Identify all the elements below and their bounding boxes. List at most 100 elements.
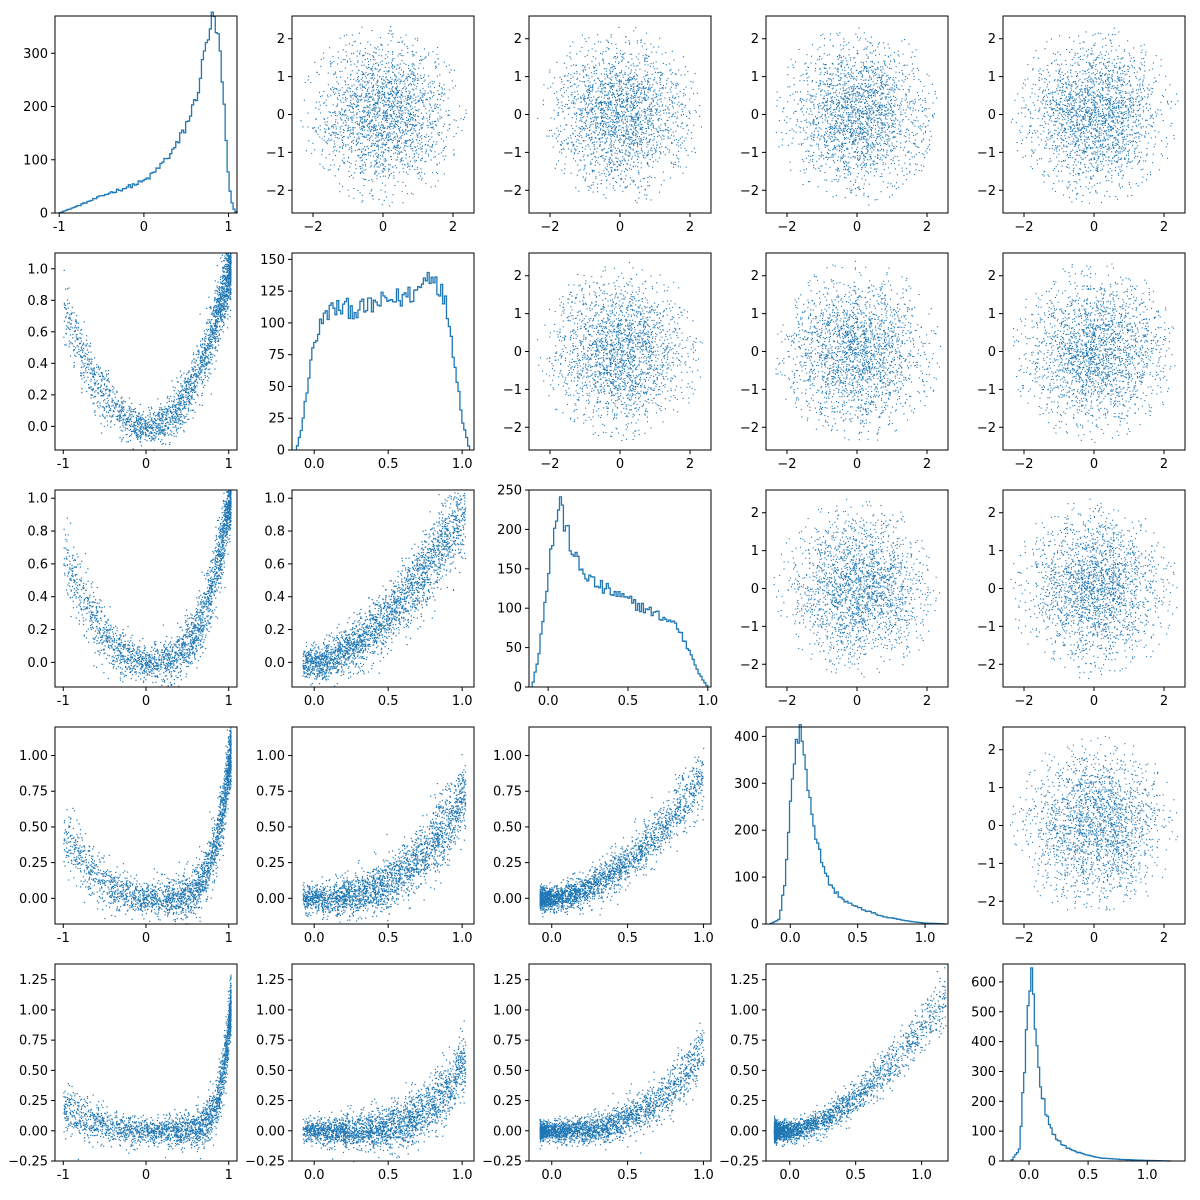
scatter-point <box>222 521 224 523</box>
scatter-point <box>164 681 166 683</box>
scatter-point <box>85 597 87 599</box>
scatter-point <box>230 507 232 509</box>
scatter-point <box>230 262 232 264</box>
scatter-point <box>141 659 144 661</box>
scatter-point <box>193 630 195 632</box>
scatter-point <box>186 398 188 400</box>
scatter-point <box>225 253 227 255</box>
scatter-point <box>153 672 155 674</box>
scatter-point <box>226 516 228 519</box>
scatter-point <box>179 658 181 660</box>
scatter-point <box>158 656 160 658</box>
scatter-point <box>137 419 139 421</box>
scatter-point <box>155 662 157 664</box>
scatter-point <box>230 503 232 505</box>
scatter-point <box>222 313 224 315</box>
scatter-point <box>103 378 105 380</box>
scatter-point <box>218 286 220 288</box>
scatter-point <box>158 418 160 420</box>
scatter-point <box>226 303 228 306</box>
scatter-point <box>198 590 201 592</box>
scatter-point <box>177 420 180 422</box>
scatter-point <box>224 286 226 288</box>
scatter-point <box>172 419 174 421</box>
scatter-point <box>169 647 171 649</box>
scatter-point <box>172 412 174 414</box>
scatter-point <box>66 312 68 314</box>
scatter-point <box>103 626 105 629</box>
scatter-point <box>220 305 222 307</box>
scatter-point <box>204 333 206 335</box>
scatter-point <box>141 433 143 435</box>
scatter-point <box>145 427 147 429</box>
scatter-point <box>202 611 204 614</box>
scatter-point <box>217 582 219 584</box>
scatter-point <box>121 668 123 670</box>
scatter-point <box>169 658 171 660</box>
scatter-point <box>215 573 217 575</box>
scatter-point <box>228 279 230 281</box>
scatter-point <box>213 576 215 578</box>
scatter-point <box>229 524 231 526</box>
scatter-point <box>181 386 183 388</box>
scatter-point <box>164 425 166 427</box>
scatter-point <box>222 279 225 282</box>
scatter-point <box>226 536 228 538</box>
scatter-point <box>195 369 197 371</box>
scatter-point <box>117 643 119 645</box>
scatter-point <box>105 638 107 640</box>
scatter-point <box>196 381 198 383</box>
scatter-point <box>100 372 102 374</box>
scatter-point <box>139 428 141 431</box>
scatter-point <box>200 612 202 614</box>
scatter-point <box>192 409 194 411</box>
scatter-point <box>390 596 392 598</box>
scatter-point <box>198 639 201 641</box>
scatter-point <box>181 638 183 640</box>
scatter-point <box>74 354 76 356</box>
scatter-point <box>201 357 203 359</box>
scatter-point <box>131 413 133 415</box>
scatter-point <box>143 680 145 682</box>
scatter-point <box>151 654 153 656</box>
scatter-point <box>90 388 92 390</box>
scatter-point <box>179 653 182 655</box>
scatter-point <box>174 405 176 407</box>
scatter-point <box>206 599 208 601</box>
scatter-point <box>141 666 143 668</box>
scatter-point <box>218 333 220 335</box>
scatter-point <box>72 600 74 602</box>
scatter-point <box>157 398 159 400</box>
scatter-point <box>167 426 169 428</box>
scatter-point <box>116 658 118 660</box>
scatter-point <box>124 645 126 647</box>
scatter-point <box>211 356 213 358</box>
scatter-point <box>95 609 97 611</box>
scatter-point <box>83 381 86 383</box>
scatter-point <box>215 349 217 351</box>
scatter-point <box>221 321 223 323</box>
scatter-point <box>96 640 98 642</box>
scatter-point <box>163 671 165 674</box>
scatter-point <box>221 518 223 520</box>
scatter-point <box>136 419 138 421</box>
scatter-point <box>217 321 219 323</box>
scatter-point <box>228 502 230 504</box>
scatter-point <box>158 414 160 416</box>
scatter-point <box>198 619 200 621</box>
scatter-point <box>198 603 200 605</box>
scatter-point <box>179 391 181 393</box>
scatter-point <box>204 368 206 370</box>
scatter-point <box>226 289 228 291</box>
scatter-point <box>161 649 163 651</box>
scatter-point <box>228 492 230 494</box>
scatter-point <box>136 422 138 424</box>
x-tick-label: 1.0 <box>1137 1168 1158 1183</box>
scatter-point <box>227 499 229 502</box>
scatter-point <box>173 417 175 419</box>
scatter-point <box>86 335 88 337</box>
scatter-point <box>205 608 207 611</box>
scatter-point <box>168 407 170 409</box>
scatter-point <box>107 636 109 638</box>
scatter-point <box>214 338 216 340</box>
